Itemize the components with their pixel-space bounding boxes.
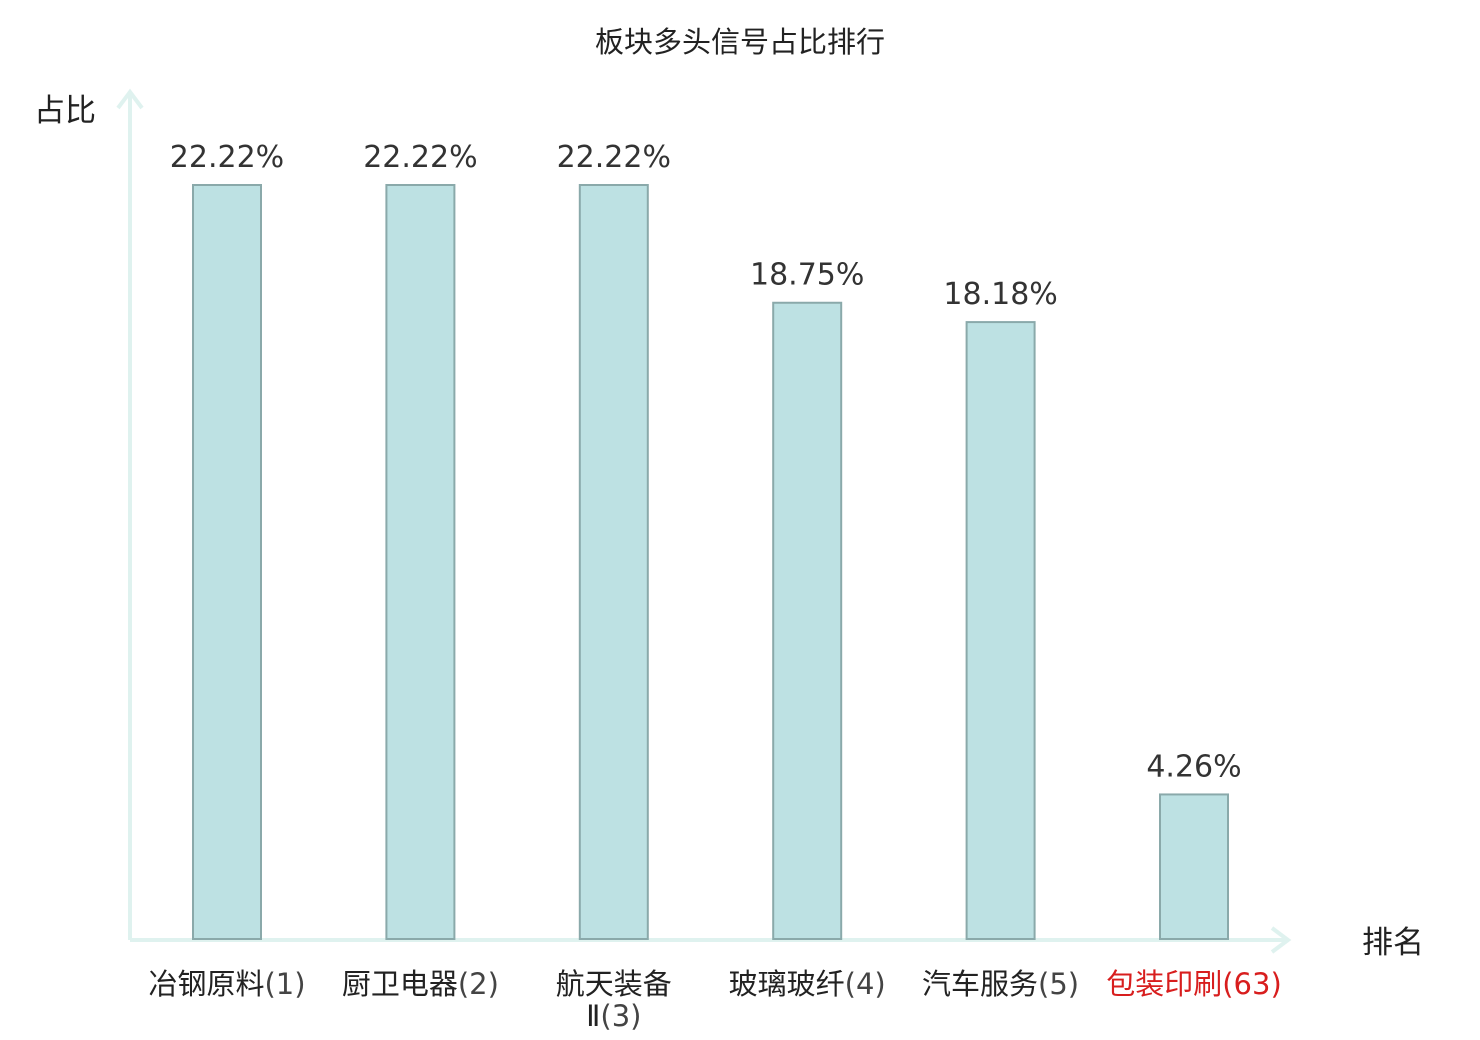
category-label: 包装印刷(63) — [1106, 967, 1282, 1001]
y-axis — [116, 88, 144, 940]
bar — [772, 301, 843, 940]
bar-value-label: 22.22% — [170, 140, 284, 175]
value-label-group: 22.22% 22.22% 22.22% 18.75% 18.18% 4.26% — [170, 140, 1242, 784]
category-label: 厨卫电器(2) — [342, 967, 499, 1001]
bar-value-label: 22.22% — [557, 140, 671, 175]
category-label: 汽车服务(5) — [922, 967, 1079, 1001]
bar — [385, 184, 456, 940]
chart-title: 板块多头信号占比排行 — [595, 25, 885, 59]
bar — [578, 184, 649, 940]
bar-value-label: 22.22% — [363, 140, 477, 175]
bar-group — [192, 184, 1229, 941]
category-label: 玻璃玻纤(4) — [729, 967, 886, 1001]
y-axis-label: 占比 — [34, 93, 96, 129]
bar-value-label: 18.75% — [750, 258, 864, 293]
bar-value-label: 18.18% — [943, 277, 1057, 312]
category-label-group: 冶钢原料(1) 厨卫电器(2) 航天装备 Ⅱ(3) 玻璃玻纤(4) 汽车服务(5) 包装印刷… — [148, 967, 1281, 1033]
bar — [1159, 793, 1229, 940]
bar-value-label: 4.26% — [1146, 749, 1241, 784]
category-label: 航天装备 Ⅱ(3) — [556, 967, 672, 1033]
bar — [192, 184, 262, 940]
x-axis-label: 排名 — [1362, 925, 1424, 961]
bar — [965, 321, 1036, 941]
x-axis — [130, 926, 1292, 954]
category-label: 冶钢原料(1) — [148, 967, 305, 1001]
